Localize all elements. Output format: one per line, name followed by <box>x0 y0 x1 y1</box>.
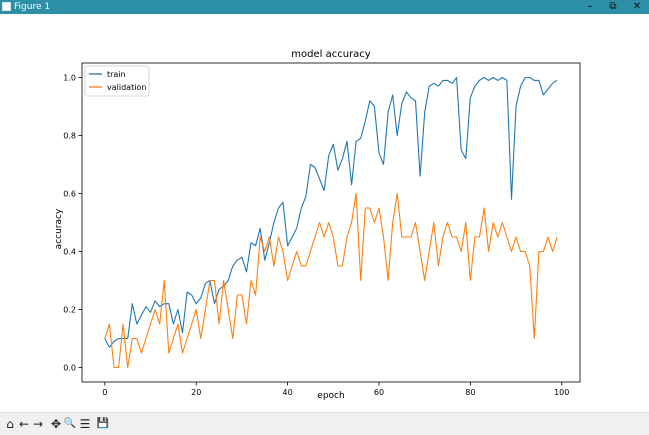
forward-icon[interactable]: → <box>32 417 44 431</box>
x-tick-label: 20 <box>191 388 201 397</box>
x-axis-label: epoch <box>317 391 344 401</box>
x-tick-label: 60 <box>374 388 384 397</box>
y-tick-label: 0.0 <box>63 364 76 373</box>
home-icon[interactable]: ⌂ <box>6 417 14 431</box>
y-axis-label: accuracy <box>54 208 64 249</box>
chart-title: model accuracy <box>291 49 371 60</box>
pan-icon[interactable]: ✥ <box>50 417 62 431</box>
y-tick-label: 0.6 <box>63 190 76 199</box>
close-button[interactable]: ✕ <box>632 1 642 12</box>
y-tick-label: 0.8 <box>63 132 76 141</box>
legend-validation-label: validation <box>107 83 146 92</box>
matplotlib-toolbar: ⌂ ← → ✥ 🔍 ☰ 💾 <box>0 412 649 435</box>
series-line-validation <box>104 192 558 369</box>
x-tick-label: 100 <box>554 388 569 397</box>
series-line-train <box>104 76 558 348</box>
legend: train validation <box>84 65 150 97</box>
y-tick-label: 0.2 <box>63 306 76 315</box>
app-icon <box>2 2 11 11</box>
back-icon[interactable]: ← <box>18 417 30 431</box>
y-tick-label: 1.0 <box>63 74 76 83</box>
minimize-button[interactable]: – <box>587 1 593 12</box>
x-tick-label: 40 <box>283 388 293 397</box>
configure-subplots-icon[interactable]: ☰ <box>79 417 91 431</box>
figure-canvas: model accuracy 0 20 40 60 80 100 0.0 0.2 0.4 0.6 0… <box>0 14 649 412</box>
plot-area <box>81 62 581 383</box>
save-icon[interactable]: 💾 <box>96 418 110 429</box>
x-tick-label: 80 <box>465 388 475 397</box>
maximize-button[interactable]: ⧉ <box>609 1 617 12</box>
window-titlebar[interactable]: Figure 1 – ⧉ ✕ <box>0 0 649 14</box>
zoom-icon[interactable]: 🔍 <box>63 418 77 429</box>
y-tick-label: 0.4 <box>63 248 76 257</box>
legend-train-label: train <box>107 70 126 79</box>
window-title: Figure 1 <box>14 2 51 12</box>
x-tick-label: 0 <box>102 388 107 397</box>
